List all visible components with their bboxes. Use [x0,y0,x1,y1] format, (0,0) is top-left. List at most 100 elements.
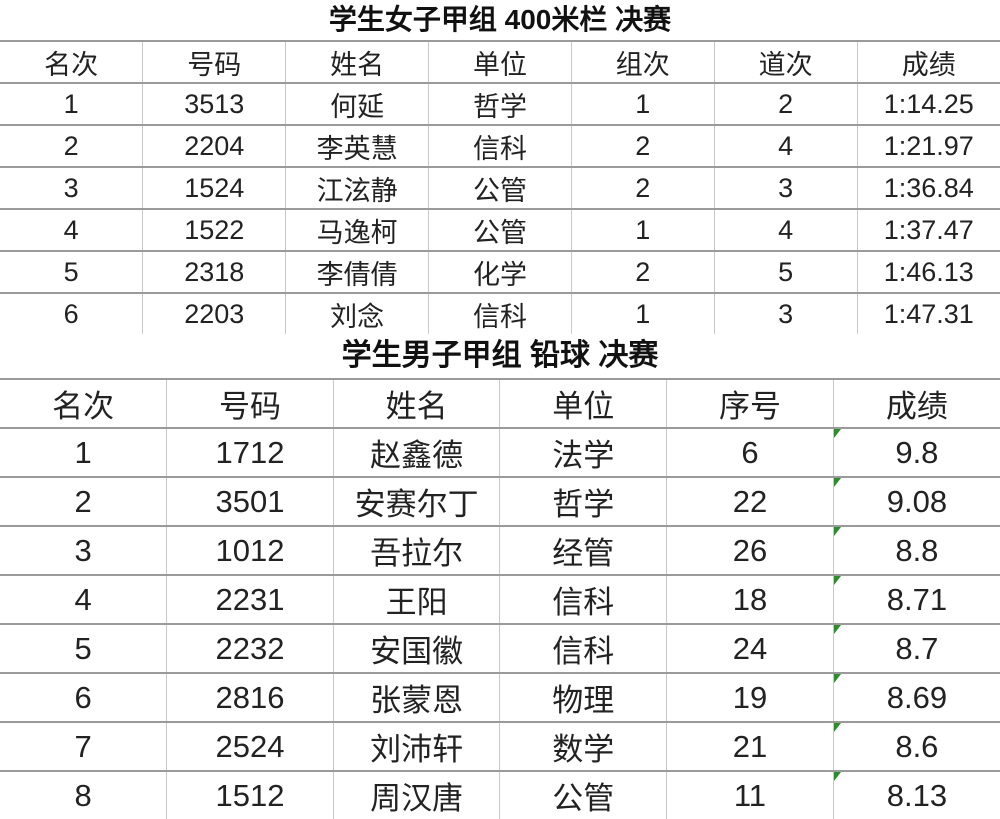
table-cell: 4 [0,208,143,251]
table-cell: 刘沛轩 [332,721,500,771]
cell-text: 化学 [472,259,527,290]
table-row: 7 2524 刘沛轩 数学 21 8.6 [0,721,1000,771]
cell-text: 5 [63,256,79,287]
cell-text: 1012 [215,532,285,568]
cell-text: 经管 [552,536,615,571]
cell-text: 江泫静 [316,175,398,206]
table-cell: 1012 [166,525,334,575]
table-cell: 8.6 [832,721,1000,771]
table-cell: 2 [570,166,715,209]
table-cell: 法学 [499,427,667,477]
table-cell: 8.71 [832,574,1000,624]
column-header: 序号 [666,378,834,428]
table-cell: 赵鑫德 [332,427,500,477]
cell-text: 2816 [215,679,285,715]
cell-text: 3501 [215,483,285,519]
table-cell: 1512 [166,770,334,819]
table-cell: 2 [0,476,167,526]
cell-text: 公管 [472,217,527,248]
cell-text: 2231 [215,581,285,617]
cell-text: 2232 [215,630,285,666]
cell-text: 1:46.13 [883,256,974,287]
column-header: 号码 [166,378,334,428]
table-cell: 安赛尔丁 [332,476,500,526]
table2-title: 学生男子甲组 铅球 决赛 [341,339,659,372]
cell-text: 1512 [215,777,285,813]
table-cell: 2231 [166,574,334,624]
cell-text: 8.8 [895,532,939,568]
table-cell: 6 [666,427,834,477]
cell-text: 7 [74,728,92,764]
cell-text: 1524 [184,172,245,203]
cell-text: 赵鑫德 [370,438,464,473]
cell-text: 9.8 [895,434,939,470]
table-cell: 8.13 [832,770,1000,819]
header-row: 名次 号码 姓名 单位 组次 道次 成绩 [0,40,1000,83]
table1-women-400m-hurdles-results: 名次 号码 姓名 单位 组次 道次 成绩 1 3513 何延 哲学 1 2 1:14.25 2 2204 李英慧… [0,40,1000,334]
table-cell: 1:46.13 [856,250,1000,293]
table-cell: 8 [0,770,167,819]
table-cell: 李英慧 [285,124,429,167]
cell-text: 8.13 [886,777,948,813]
cell-text: 1:21.97 [883,130,974,161]
column-header: 名次 [0,378,167,428]
table-cell: 2 [570,250,715,293]
column-header: 成绩 [832,378,1000,428]
table-cell: 公管 [428,166,572,209]
table-cell: 哲学 [499,476,667,526]
column-header: 单位 [499,378,667,428]
table-row: 3 1524 江泫静 公管 2 3 1:36.84 [0,166,1000,209]
cell-text: 2 [63,130,79,161]
cell-text: 2 [635,256,651,287]
table-cell: 11 [666,770,834,819]
cell-text: 2 [635,172,651,203]
table-cell: 江泫静 [285,166,429,209]
table-cell: 21 [666,721,834,771]
table-row: 4 2231 王阳 信科 18 8.71 [0,574,1000,624]
cell-text: 1 [635,88,651,119]
cell-text: 李英慧 [316,133,398,164]
number-as-text-indicator-icon [834,479,841,487]
cell-text: 24 [732,630,768,666]
table-cell: 9.08 [832,476,1000,526]
table-cell: 6 [0,672,167,722]
table-cell: 1524 [142,166,286,209]
table-cell: 3 [713,166,858,209]
cell-text: 1:47.31 [883,298,974,329]
column-header: 姓名 [285,40,429,83]
cell-text: 2204 [184,130,245,161]
column-header: 道次 [713,40,858,83]
cell-text: 3 [778,172,794,203]
cell-text: 周汉唐 [370,781,464,816]
table-cell: 信科 [428,292,572,334]
header-row: 名次 号码 姓名 单位 序号 成绩 [0,378,1000,428]
table-cell: 3 [0,166,143,209]
cell-text: 8.7 [895,630,939,666]
cell-text: 李倩倩 [316,259,398,290]
cell-text: 法学 [552,438,615,473]
table-cell: 2 [0,124,143,167]
table-cell: 8.7 [832,623,1000,673]
cell-text: 6 [63,298,79,329]
table-cell: 9.8 [832,427,1000,477]
cell-text: 公管 [472,175,527,206]
cell-text: 1 [635,214,651,245]
cell-text: 4 [778,214,794,245]
cell-text: 3 [74,532,92,568]
table-cell: 2232 [166,623,334,673]
table-cell: 1712 [166,427,334,477]
table-cell: 4 [713,124,858,167]
table-cell: 1:36.84 [856,166,1000,209]
cell-text: 王阳 [385,585,448,620]
column-header: 姓名 [332,378,500,428]
cell-text: 1 [635,298,651,329]
table-cell: 1 [0,82,143,125]
cell-text: 2203 [184,298,245,329]
column-header: 组次 [570,40,715,83]
table-row: 2 2204 李英慧 信科 2 4 1:21.97 [0,124,1000,167]
cell-text: 哲学 [552,487,615,522]
table-cell: 19 [666,672,834,722]
table-cell: 张蒙恩 [332,672,500,722]
number-as-text-indicator-icon [834,577,841,585]
table-cell: 8.69 [832,672,1000,722]
